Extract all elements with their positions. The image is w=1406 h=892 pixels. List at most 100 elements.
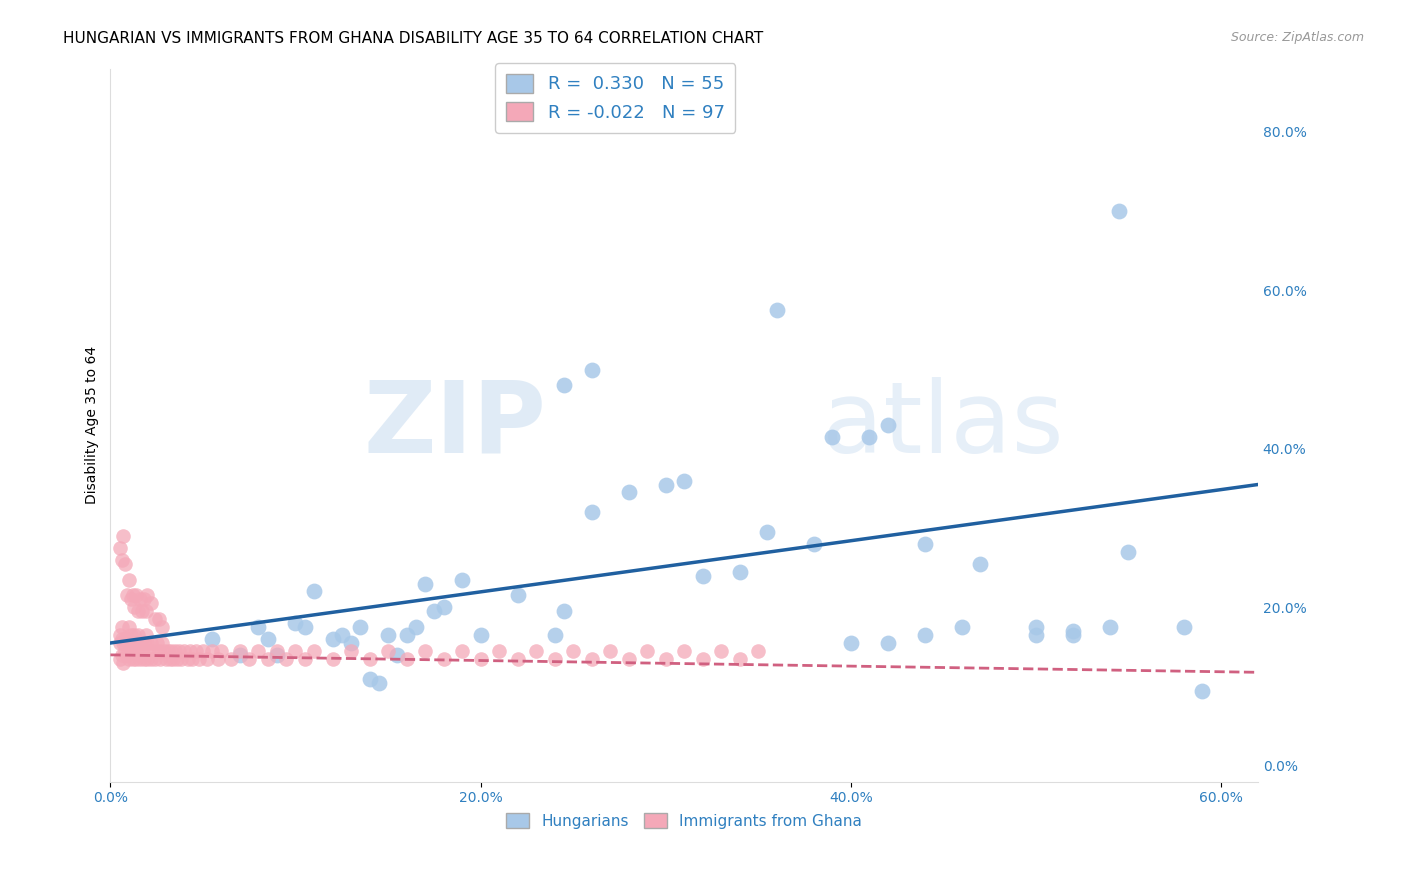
Point: [156, 644, 179, 658]
Point: [377, 628, 399, 642]
Point: [673, 644, 696, 658]
Point: [177, 652, 200, 666]
Point: [162, 652, 184, 666]
Point: [302, 584, 325, 599]
Point: [803, 537, 825, 551]
Point: [138, 644, 160, 658]
Point: [451, 573, 474, 587]
Point: [330, 628, 353, 642]
Point: [636, 644, 658, 658]
Point: [142, 644, 165, 658]
Point: [247, 644, 270, 658]
Point: [143, 652, 166, 666]
Point: [118, 620, 141, 634]
Point: [765, 303, 787, 318]
Point: [166, 652, 188, 666]
Point: [129, 636, 152, 650]
Point: [1062, 628, 1084, 642]
Point: [876, 418, 898, 433]
Point: [1108, 204, 1130, 219]
Point: [692, 652, 714, 666]
Point: [108, 652, 131, 666]
Point: [118, 652, 141, 666]
Point: [839, 636, 862, 650]
Point: [654, 477, 676, 491]
Point: [129, 652, 152, 666]
Point: [125, 652, 148, 666]
Point: [135, 628, 157, 642]
Point: [238, 652, 260, 666]
Point: [201, 632, 224, 646]
Point: [876, 636, 898, 650]
Point: [654, 652, 676, 666]
Point: [135, 604, 157, 618]
Point: [1062, 624, 1084, 639]
Point: [581, 652, 603, 666]
Point: [127, 644, 149, 658]
Point: [180, 652, 202, 666]
Point: [617, 652, 640, 666]
Text: Source: ZipAtlas.com: Source: ZipAtlas.com: [1230, 31, 1364, 45]
Point: [914, 537, 936, 551]
Point: [149, 652, 172, 666]
Point: [359, 652, 381, 666]
Point: [120, 644, 142, 658]
Point: [188, 652, 211, 666]
Point: [121, 589, 143, 603]
Point: [488, 644, 510, 658]
Point: [114, 632, 136, 646]
Point: [673, 474, 696, 488]
Point: [756, 524, 779, 539]
Point: [506, 652, 529, 666]
Point: [201, 644, 224, 658]
Point: [256, 652, 278, 666]
Point: [340, 636, 363, 650]
Text: ZIP: ZIP: [364, 376, 547, 474]
Point: [136, 652, 159, 666]
Point: [110, 553, 132, 567]
Point: [127, 628, 149, 642]
Point: [294, 620, 316, 634]
Point: [747, 644, 769, 658]
Point: [136, 636, 159, 650]
Point: [543, 652, 565, 666]
Point: [155, 652, 177, 666]
Point: [821, 430, 844, 444]
Point: [211, 644, 233, 658]
Point: [950, 620, 973, 634]
Point: [229, 648, 252, 662]
Point: [266, 648, 288, 662]
Point: [139, 652, 162, 666]
Point: [115, 632, 138, 646]
Point: [599, 644, 621, 658]
Point: [617, 485, 640, 500]
Point: [321, 632, 343, 646]
Point: [284, 644, 307, 658]
Point: [377, 644, 399, 658]
Point: [131, 644, 153, 658]
Point: [340, 644, 363, 658]
Point: [359, 672, 381, 686]
Point: [229, 644, 252, 658]
Point: [131, 604, 153, 618]
Point: [179, 644, 201, 658]
Point: [395, 628, 418, 642]
Point: [506, 589, 529, 603]
Point: [349, 620, 371, 634]
Point: [256, 632, 278, 646]
Point: [110, 632, 132, 646]
Point: [302, 644, 325, 658]
Point: [321, 652, 343, 666]
Point: [124, 644, 146, 658]
Point: [1118, 545, 1140, 559]
Point: [124, 628, 146, 642]
Point: [114, 644, 136, 658]
Point: [413, 644, 436, 658]
Point: [118, 573, 141, 587]
Point: [125, 589, 148, 603]
Point: [1191, 683, 1213, 698]
Point: [132, 592, 155, 607]
Point: [112, 529, 135, 543]
Point: [159, 652, 181, 666]
Point: [395, 652, 418, 666]
